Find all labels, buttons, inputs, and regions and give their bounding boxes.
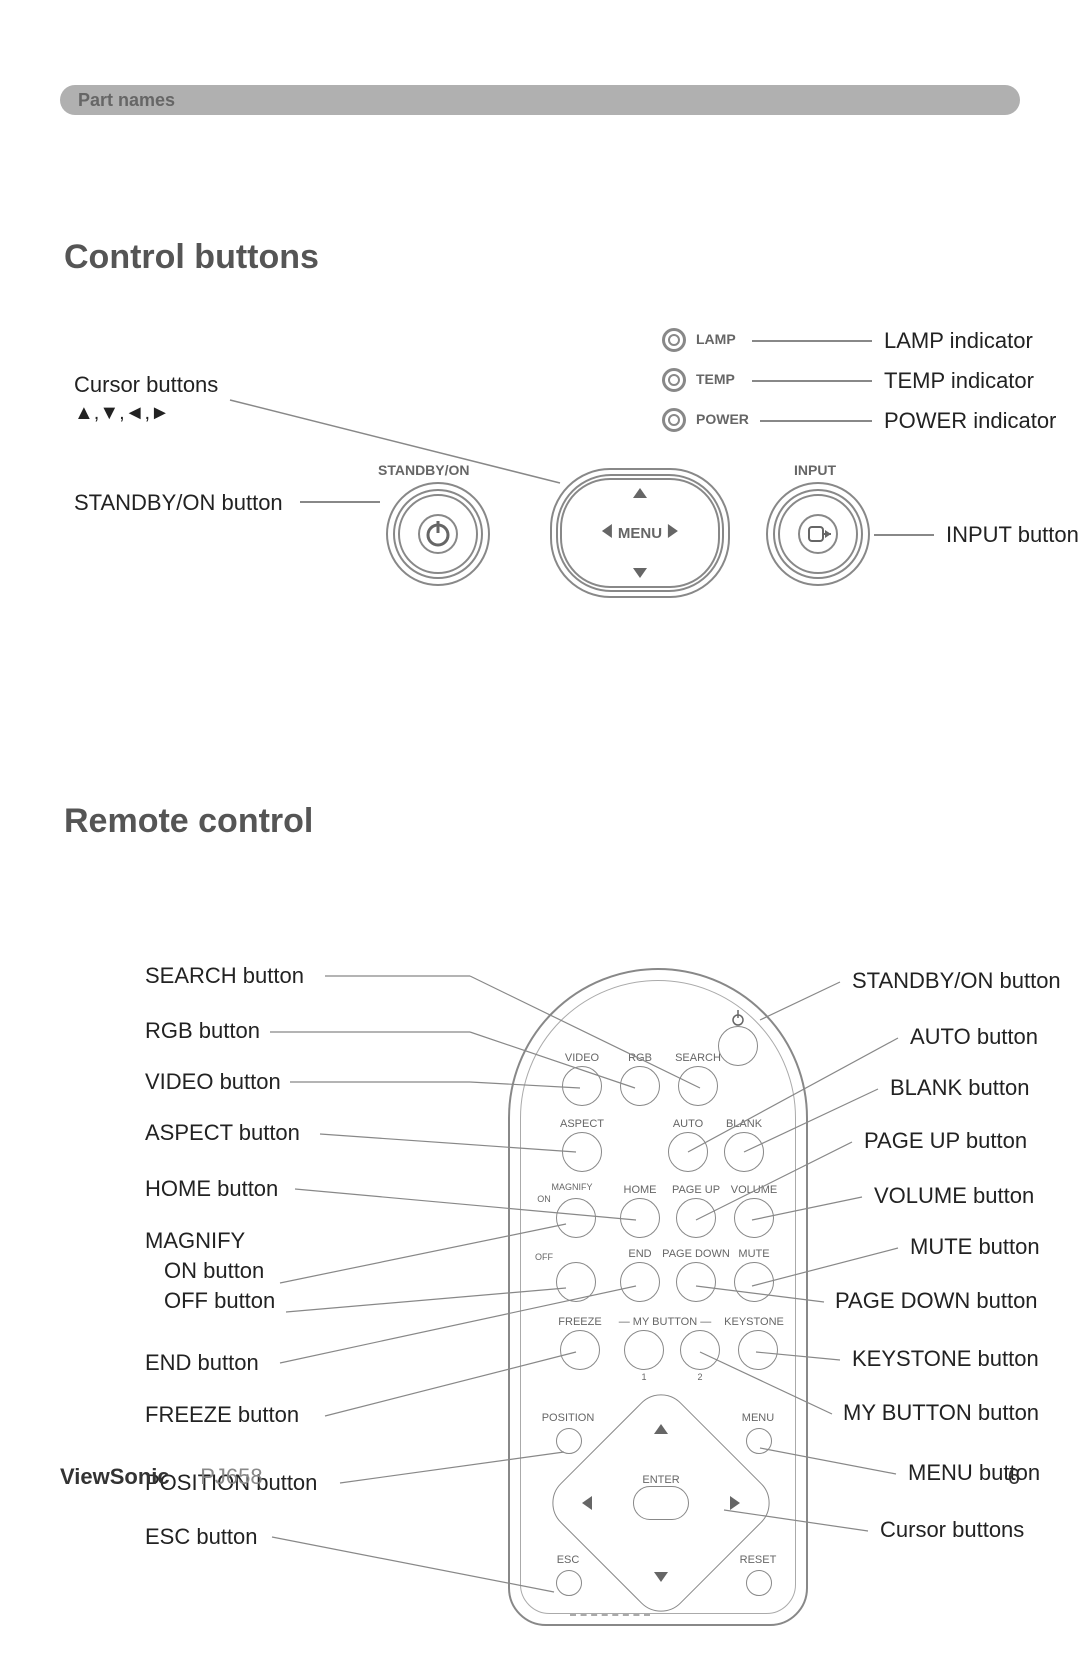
- standby-button[interactable]: [386, 482, 490, 586]
- lamp-cap: LAMP: [696, 331, 736, 347]
- menu-pad[interactable]: MENU: [550, 468, 730, 598]
- control-diagram: LAMP TEMP POWER LAMP indicator TEMP indi…: [60, 300, 1020, 640]
- cursor-arrows: ▲,▼,◄,►: [74, 402, 170, 425]
- footer-brand: ViewSonic: [60, 1464, 170, 1489]
- input-cap: INPUT: [794, 462, 836, 478]
- cursor-label: Cursor buttons: [74, 372, 218, 398]
- power-label: POWER indicator: [884, 408, 1056, 434]
- input-icon: [798, 514, 838, 554]
- temp-indicator-icon: [662, 368, 686, 392]
- input-button[interactable]: [766, 482, 870, 586]
- standby-label: STANDBY/ON button: [74, 490, 283, 516]
- page-number: 6: [1008, 1464, 1020, 1490]
- power-indicator-icon: [662, 408, 686, 432]
- temp-cap: TEMP: [696, 371, 735, 387]
- lamp-indicator-icon: [662, 328, 686, 352]
- menu-text: MENU: [602, 524, 678, 542]
- lamp-label: LAMP indicator: [884, 328, 1033, 354]
- section-tag-text: Part names: [78, 90, 175, 111]
- control-buttons-heading: Control buttons: [64, 238, 319, 277]
- remote-heading: Remote control: [64, 802, 313, 841]
- power-cap: POWER: [696, 411, 749, 427]
- footer: ViewSonic PJ658 6: [60, 1464, 1020, 1490]
- input-label: INPUT button: [946, 522, 1079, 548]
- temp-label: TEMP indicator: [884, 368, 1034, 394]
- section-tag-bar: Part names: [60, 85, 1020, 115]
- power-icon: [418, 514, 458, 554]
- footer-model: PJ658: [200, 1464, 262, 1489]
